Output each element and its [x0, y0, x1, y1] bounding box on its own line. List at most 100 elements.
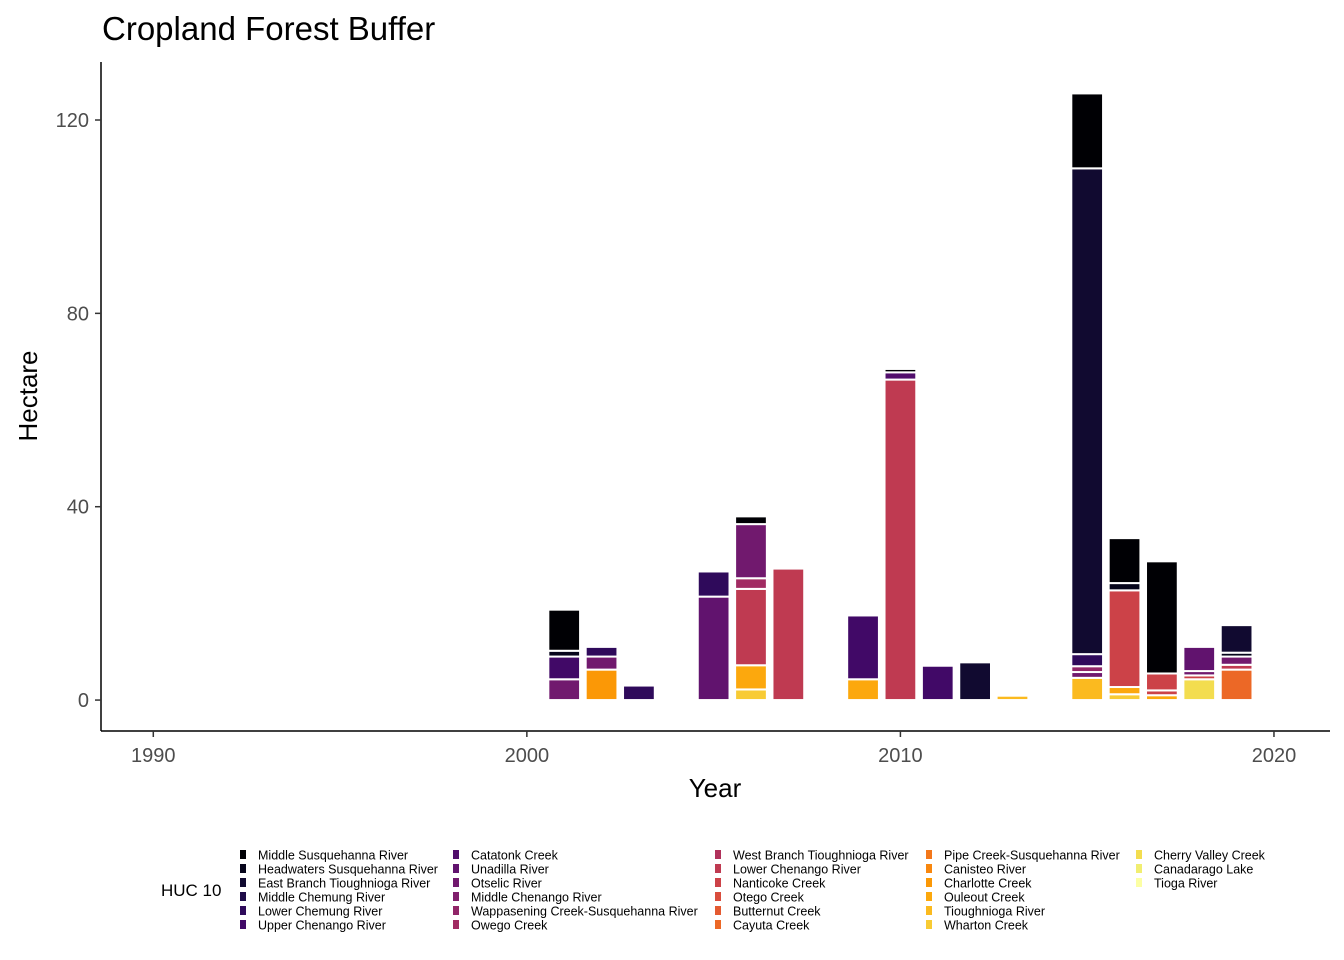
x-tick-label-2020: 2020	[1252, 745, 1297, 767]
legend-swatch-cayuta-creek	[715, 920, 721, 929]
bar-segment-2018-unadilla-river	[1182, 645, 1217, 673]
x-tick-label-2000: 2000	[505, 745, 550, 767]
legend-swatch-wharton-creek	[926, 920, 932, 929]
bar-segment-2009-upper-chenango-river	[846, 614, 880, 681]
legend-swatch-unadilla-river	[453, 864, 459, 873]
bar-segment-2007-lower-chenango-river	[771, 567, 806, 702]
legend-item-tioga-river: Tioga River	[1136, 877, 1217, 891]
legend-swatch-catatonk-creek	[453, 850, 459, 859]
bar-2018	[1182, 645, 1217, 702]
legend-label-catatonk-creek: Catatonk Creek	[471, 849, 559, 863]
legend-label-butternut-creek: Butternut Creek	[733, 905, 821, 919]
legend-item-pipe-creek-susquehanna-river: Pipe Creek-Susquehanna River	[926, 849, 1120, 863]
legend-swatch-otego-creek	[715, 892, 721, 901]
bar-segment-2018-cherry-valley-creek	[1182, 678, 1217, 702]
legend-item-canadarago-lake: Canadarago Lake	[1136, 863, 1253, 877]
bar-2009	[846, 614, 880, 702]
legend-title: HUC 10	[161, 881, 221, 900]
bar-2012	[958, 661, 992, 702]
legend-swatch-ouleout-creek	[926, 892, 932, 901]
legend-label-otselic-river: Otselic River	[471, 877, 542, 891]
bar-segment-2001-middle-susquehanna-river	[547, 608, 582, 652]
bar-2017	[1145, 560, 1179, 702]
axes	[100, 62, 1330, 732]
bar-2011	[920, 664, 955, 702]
y-tick-label-120: 120	[56, 110, 89, 132]
legend-swatch-middle-susquehanna-river	[240, 850, 246, 859]
legend-item-owego-creek: Owego Creek	[453, 919, 548, 933]
legend-swatch-lower-chenango-river	[715, 864, 721, 873]
bar-segment-2010-lower-chenango-river	[883, 378, 918, 702]
bar-segment-2002-otselic-river	[584, 655, 619, 671]
legend-label-ouleout-creek: Ouleout Creek	[944, 891, 1025, 905]
legend-item-wharton-creek: Wharton Creek	[926, 919, 1029, 933]
legend-item-cherry-valley-creek: Cherry Valley Creek	[1136, 849, 1266, 863]
legend-item-middle-chenango-river: Middle Chenango River	[453, 891, 602, 905]
legend-label-west-branch-tioughnioga-river: West Branch Tioughnioga River	[733, 849, 909, 863]
bar-segment-2001-upper-chenango-river	[547, 655, 582, 681]
bars-layer	[547, 92, 1254, 702]
bar-segment-2015-tioughnioga-river	[1070, 676, 1105, 702]
x-tick-label-2010: 2010	[878, 745, 923, 767]
legend-item-tioughnioga-river: Tioughnioga River	[926, 905, 1045, 919]
legend-label-middle-chemung-river: Middle Chemung River	[258, 891, 385, 905]
legend-label-upper-chenango-river: Upper Chenango River	[258, 919, 386, 933]
bar-2013	[995, 694, 1030, 702]
legend-swatch-canadarago-lake	[1136, 864, 1142, 873]
bar-segment-2006-ouleout-creek	[734, 664, 768, 691]
legend-swatch-charlotte-creek	[926, 878, 932, 887]
bar-segment-2006-otselic-river	[734, 523, 768, 580]
bar-segment-2006-lower-chenango-river	[734, 587, 768, 667]
legend-item-lower-chenango-river: Lower Chenango River	[715, 863, 861, 877]
legend-label-lower-chenango-river: Lower Chenango River	[733, 863, 861, 877]
bar-2003	[622, 684, 656, 702]
legend-item-cayuta-creek: Cayuta Creek	[715, 919, 810, 933]
legend-item-west-branch-tioughnioga-river: West Branch Tioughnioga River	[715, 849, 909, 863]
legend-item-middle-chemung-river: Middle Chemung River	[240, 891, 385, 905]
legend-swatch-middle-chemung-river	[240, 892, 246, 901]
legend-label-wharton-creek: Wharton Creek	[944, 919, 1029, 933]
bar-segment-2016-ouleout-creek	[1107, 686, 1142, 696]
legend-label-charlotte-creek: Charlotte Creek	[944, 877, 1032, 891]
legend-item-charlotte-creek: Charlotte Creek	[926, 877, 1032, 891]
bar-segment-2019-east-branch-tioughnioga-river	[1219, 624, 1254, 654]
legend-swatch-butternut-creek	[715, 906, 721, 915]
bar-segment-2016-nanticoke-creek	[1107, 589, 1142, 689]
bar-2001	[547, 608, 582, 702]
bar-segment-2019-cayuta-creek	[1219, 668, 1254, 702]
legend-swatch-lower-chemung-river	[240, 906, 246, 915]
bar-segment-2013-tioughnioga-river	[995, 694, 1030, 702]
bar-segment-2001-otselic-river	[547, 678, 582, 702]
legend-label-cayuta-creek: Cayuta Creek	[733, 919, 810, 933]
y-tick-label-0: 0	[78, 690, 89, 712]
bar-segment-2003-lower-chemung-river	[622, 684, 656, 702]
legend-label-otego-creek: Otego Creek	[733, 891, 805, 905]
x-axis-title: Year	[689, 773, 742, 803]
bar-segment-2006-middle-susquehanna-river	[734, 515, 768, 526]
bar-segment-2017-nanticoke-creek	[1145, 672, 1179, 692]
x-tick-label-1990: 1990	[131, 745, 176, 767]
bar-segment-2005-lower-chemung-river	[696, 570, 731, 598]
legend-item-ouleout-creek: Ouleout Creek	[926, 891, 1025, 905]
bar-segment-2002-lower-chemung-river	[584, 645, 619, 658]
legend-label-canisteo-river: Canisteo River	[944, 863, 1026, 877]
legend-label-nanticoke-creek: Nanticoke Creek	[733, 877, 826, 891]
bar-2005	[696, 570, 731, 702]
legend-swatch-upper-chenango-river	[240, 920, 246, 929]
bar-segment-2009-ouleout-creek	[846, 678, 880, 702]
bar-segment-2015-middle-susquehanna-river	[1070, 92, 1105, 170]
bar-segment-2005-unadilla-river	[696, 595, 731, 702]
legend-item-middle-susquehanna-river: Middle Susquehanna River	[240, 849, 408, 863]
legend-swatch-middle-chenango-river	[453, 892, 459, 901]
bar-segment-2010-middle-susquehanna-river	[883, 367, 918, 374]
y-tick-label-40: 40	[67, 497, 89, 519]
legend-item-catatonk-creek: Catatonk Creek	[453, 849, 559, 863]
legend-swatch-tioughnioga-river	[926, 906, 932, 915]
legend-swatch-canisteo-river	[926, 864, 932, 873]
bar-2006	[734, 515, 768, 702]
legend-label-canadarago-lake: Canadarago Lake	[1154, 863, 1253, 877]
legend-item-wappasening-creek-susquehanna-river: Wappasening Creek-Susquehanna River	[453, 905, 698, 919]
bar-segment-2017-middle-susquehanna-river	[1145, 560, 1179, 675]
legend-label-headwaters-susquehanna-river: Headwaters Susquehanna River	[258, 863, 438, 877]
